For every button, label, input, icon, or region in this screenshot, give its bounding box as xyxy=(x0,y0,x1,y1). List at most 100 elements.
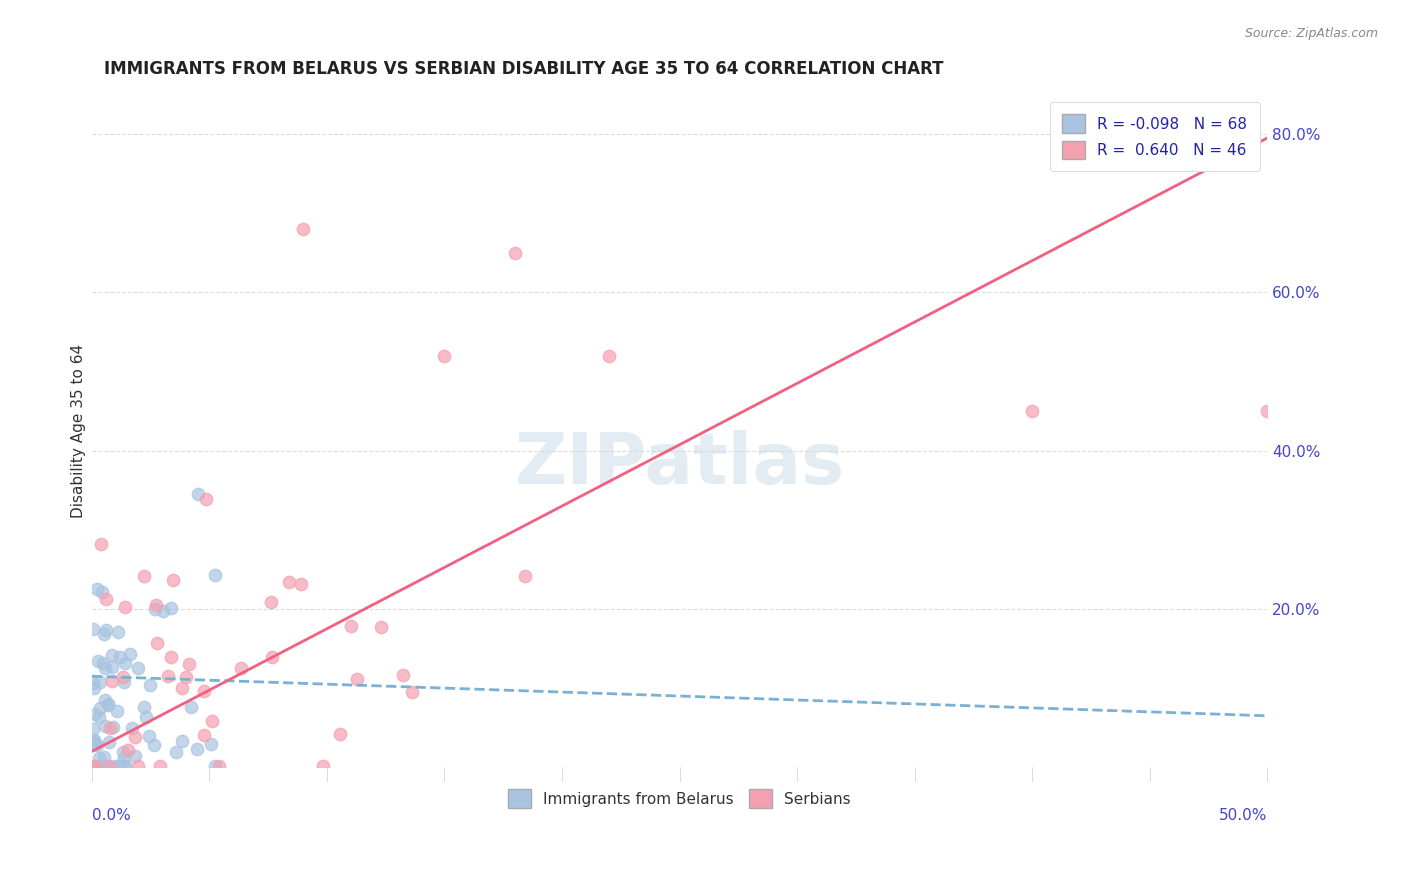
Text: 50.0%: 50.0% xyxy=(1219,807,1267,822)
Serbians xyxy=(312,759,335,773)
Immigrants from Belarus xyxy=(186,742,208,756)
Immigrants from Belarus xyxy=(138,729,160,743)
Serbians xyxy=(503,245,526,260)
Serbians xyxy=(179,657,201,671)
Immigrants from Belarus xyxy=(89,675,111,690)
Immigrants from Belarus xyxy=(121,721,143,735)
Serbians xyxy=(83,759,105,773)
Immigrants from Belarus xyxy=(139,678,162,692)
Text: ZIPatlas: ZIPatlas xyxy=(515,430,845,499)
Legend: R = -0.098   N = 68, R =  0.640   N = 46: R = -0.098 N = 68, R = 0.640 N = 46 xyxy=(1050,102,1260,171)
Immigrants from Belarus xyxy=(91,585,114,599)
Immigrants from Belarus xyxy=(86,738,108,752)
Immigrants from Belarus xyxy=(160,601,183,615)
Immigrants from Belarus xyxy=(112,759,135,773)
Immigrants from Belarus xyxy=(87,710,110,724)
Y-axis label: Disability Age 35 to 64: Disability Age 35 to 64 xyxy=(72,343,86,518)
Immigrants from Belarus xyxy=(180,700,202,714)
Serbians xyxy=(146,636,169,650)
Immigrants from Belarus xyxy=(83,681,105,695)
Serbians xyxy=(149,759,172,773)
Immigrants from Belarus xyxy=(165,745,187,759)
Immigrants from Belarus xyxy=(87,759,110,773)
Text: IMMIGRANTS FROM BELARUS VS SERBIAN DISABILITY AGE 35 TO 64 CORRELATION CHART: IMMIGRANTS FROM BELARUS VS SERBIAN DISAB… xyxy=(104,60,943,78)
Immigrants from Belarus xyxy=(170,734,193,748)
Immigrants from Belarus xyxy=(135,709,157,723)
Serbians xyxy=(157,669,180,683)
Immigrants from Belarus xyxy=(82,722,104,736)
Immigrants from Belarus xyxy=(108,759,131,773)
Text: 0.0%: 0.0% xyxy=(91,807,131,822)
Serbians xyxy=(346,672,368,686)
Immigrants from Belarus xyxy=(84,737,107,751)
Immigrants from Belarus xyxy=(97,698,120,713)
Immigrants from Belarus xyxy=(204,759,226,773)
Immigrants from Belarus xyxy=(93,693,115,707)
Serbians xyxy=(229,660,252,674)
Serbians xyxy=(117,742,139,756)
Serbians xyxy=(339,619,361,633)
Immigrants from Belarus xyxy=(107,624,129,639)
Serbians xyxy=(260,594,283,608)
Serbians xyxy=(598,349,620,363)
Serbians xyxy=(401,685,423,699)
Immigrants from Belarus xyxy=(87,759,110,773)
Serbians xyxy=(193,683,215,698)
Immigrants from Belarus xyxy=(96,759,118,773)
Serbians xyxy=(515,569,537,583)
Immigrants from Belarus xyxy=(114,759,136,773)
Immigrants from Belarus xyxy=(112,675,135,690)
Immigrants from Belarus xyxy=(93,627,115,641)
Serbians xyxy=(278,575,301,590)
Immigrants from Belarus xyxy=(103,720,125,734)
Serbians xyxy=(90,536,112,550)
Immigrants from Belarus xyxy=(152,604,174,618)
Immigrants from Belarus xyxy=(97,697,120,711)
Serbians xyxy=(111,670,134,684)
Immigrants from Belarus xyxy=(86,582,108,596)
Immigrants from Belarus xyxy=(93,759,115,773)
Immigrants from Belarus xyxy=(93,749,115,764)
Immigrants from Belarus xyxy=(108,649,131,664)
Serbians xyxy=(433,349,456,363)
Immigrants from Belarus xyxy=(82,676,104,690)
Serbians xyxy=(174,670,197,684)
Immigrants from Belarus xyxy=(94,624,117,638)
Immigrants from Belarus xyxy=(83,732,105,747)
Immigrants from Belarus xyxy=(100,660,122,674)
Serbians xyxy=(370,619,392,633)
Immigrants from Belarus xyxy=(87,655,110,669)
Immigrants from Belarus xyxy=(87,759,110,773)
Serbians xyxy=(98,722,121,736)
Immigrants from Belarus xyxy=(82,622,104,636)
Immigrants from Belarus xyxy=(134,699,156,714)
Immigrants from Belarus xyxy=(112,750,135,764)
Serbians xyxy=(134,569,156,583)
Serbians xyxy=(262,650,284,665)
Immigrants from Belarus xyxy=(114,656,136,670)
Serbians xyxy=(145,598,167,612)
Immigrants from Belarus xyxy=(124,748,146,763)
Immigrants from Belarus xyxy=(204,568,226,582)
Serbians xyxy=(292,222,315,236)
Immigrants from Belarus xyxy=(86,759,108,773)
Immigrants from Belarus xyxy=(87,759,110,773)
Immigrants from Belarus xyxy=(127,661,149,675)
Serbians xyxy=(201,714,224,729)
Serbians xyxy=(124,730,146,744)
Serbians xyxy=(194,491,217,506)
Serbians xyxy=(1021,404,1043,418)
Immigrants from Belarus xyxy=(107,759,129,773)
Immigrants from Belarus xyxy=(91,656,114,670)
Serbians xyxy=(392,668,415,682)
Immigrants from Belarus xyxy=(200,737,222,751)
Serbians xyxy=(170,681,193,695)
Immigrants from Belarus xyxy=(84,707,107,722)
Immigrants from Belarus xyxy=(105,704,128,718)
Serbians xyxy=(290,577,312,591)
Serbians xyxy=(193,728,215,742)
Serbians xyxy=(83,759,105,773)
Immigrants from Belarus xyxy=(82,733,104,747)
Immigrants from Belarus xyxy=(101,648,124,662)
Immigrants from Belarus xyxy=(143,602,166,616)
